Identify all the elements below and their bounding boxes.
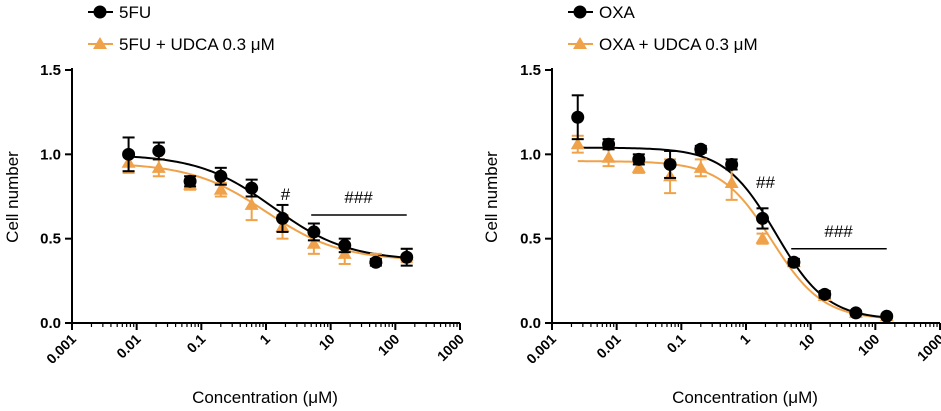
- x-tick-label: 1: [256, 331, 273, 348]
- x-tick-label: 0.1: [663, 331, 688, 356]
- legend-marker-triangle: [93, 37, 107, 49]
- legend-label-5fu: 5FU: [119, 3, 151, 22]
- y-tick-label: 1.5: [40, 62, 61, 79]
- legend-marker-triangle: [573, 37, 587, 49]
- y-tick-label: 1.5: [520, 62, 541, 79]
- data-point-triangle: [755, 231, 770, 244]
- legend-marker-circle: [573, 5, 587, 19]
- data-point-triangle: [693, 160, 708, 173]
- data-point-circle: [276, 211, 290, 225]
- legend-oxa: OXA OXA + UDCA 0.3 μM: [568, 3, 758, 54]
- data-point-triangle: [306, 236, 321, 249]
- data-point-circle: [725, 157, 739, 171]
- x-tick-label: 0.01: [113, 331, 144, 362]
- y-tick-label: 1.0: [520, 146, 541, 163]
- data-point-triangle: [601, 150, 616, 163]
- data-point-triangle: [213, 182, 228, 195]
- data-point-triangle: [151, 160, 166, 173]
- data-point-circle: [663, 157, 677, 171]
- chart-5fu: 5FU 5FU + UDCA 0.3 μM 0.0 0.5 1.0 1.5 0.001 0…: [3, 3, 467, 407]
- y-tick-label: 0.5: [520, 231, 541, 248]
- x-tick-label: 100: [855, 331, 883, 359]
- significance-label: ###: [824, 222, 853, 241]
- data-point-triangle: [631, 160, 646, 173]
- x-axis-title-5fu: Concentration (μM): [192, 388, 338, 407]
- x-tick-label: 100: [375, 331, 403, 359]
- x-tick-label: 0.01: [593, 331, 624, 362]
- x-axis-title-oxa: Concentration (μM): [672, 388, 818, 407]
- data-point-triangle: [570, 137, 585, 150]
- data-point-circle: [880, 309, 894, 323]
- data-point-circle: [571, 110, 585, 124]
- plot-area-5fu: 0.00.51.01.50.001 0.01 0.1 1 10 100 1000# ###: [40, 62, 467, 367]
- legend-5fu: 5FU 5FU + UDCA 0.3 μM: [88, 3, 275, 54]
- x-tick-label: 1000: [914, 331, 941, 364]
- data-point-circle: [787, 255, 801, 269]
- data-point-circle: [183, 174, 197, 188]
- data-point-triangle: [724, 176, 739, 189]
- data-point-circle: [214, 169, 228, 183]
- y-tick-label: 1.0: [40, 146, 61, 163]
- y-axis-title-5fu: Cell number: [3, 151, 22, 243]
- fit-curve-control: [128, 155, 407, 259]
- data-point-circle: [632, 152, 646, 166]
- y-axis-title-oxa: Cell number: [482, 151, 501, 243]
- data-point-circle: [818, 287, 832, 301]
- y-tick-label: 0.0: [40, 315, 61, 332]
- data-point-circle: [694, 142, 708, 156]
- x-tick-label: 0.001: [523, 331, 559, 367]
- x-tick-label: 10: [315, 331, 337, 353]
- chart-oxa: OXA OXA + UDCA 0.3 μM 0.0 0.5 1.0 1.5 0.001 0…: [482, 3, 941, 407]
- data-point-circle: [338, 238, 352, 252]
- y-tick-label: 0.5: [40, 231, 61, 248]
- x-tick-label: 10: [795, 331, 817, 353]
- data-point-circle: [152, 144, 166, 158]
- legend-label-oxa: OXA: [599, 3, 636, 22]
- x-tick-label: 1: [736, 331, 753, 348]
- fit-curve-udca: [128, 164, 407, 260]
- significance-label: ##: [756, 173, 775, 192]
- data-point-circle: [307, 225, 321, 239]
- data-point-circle: [400, 250, 414, 264]
- data-point-circle: [849, 306, 863, 320]
- data-point-circle: [245, 181, 259, 195]
- plot-area-oxa: 0.00.51.01.50.001 0.01 0.1 1 10 100 1000#####: [520, 62, 941, 367]
- data-point-triangle: [244, 197, 259, 210]
- significance-label: ###: [344, 188, 373, 207]
- legend-label-5fu-udca: 5FU + UDCA 0.3 μM: [119, 35, 275, 54]
- significance-label: #: [281, 185, 291, 204]
- legend-label-oxa-udca: OXA + UDCA 0.3 μM: [599, 35, 758, 54]
- data-point-circle: [369, 255, 383, 269]
- x-tick-label: 1000: [434, 331, 467, 364]
- data-point-circle: [602, 137, 616, 151]
- x-tick-label: 0.1: [183, 331, 208, 356]
- legend-marker-circle: [93, 5, 107, 19]
- y-tick-label: 0.0: [520, 315, 541, 332]
- data-point-circle: [122, 147, 136, 161]
- data-point-circle: [756, 211, 770, 225]
- x-tick-label: 0.001: [43, 331, 79, 367]
